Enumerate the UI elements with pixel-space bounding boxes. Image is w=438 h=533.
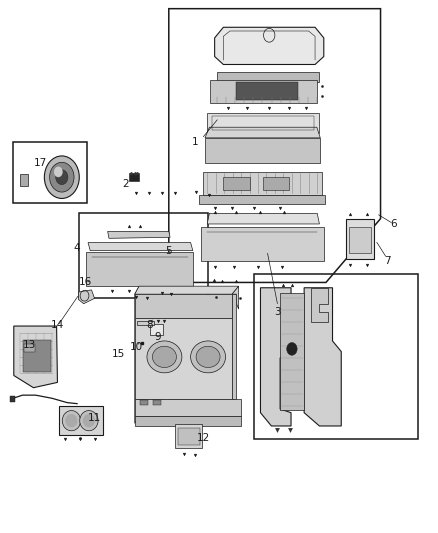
Polygon shape: [86, 252, 193, 286]
Bar: [349, 227, 371, 253]
Ellipse shape: [152, 346, 177, 368]
Text: 10: 10: [130, 342, 143, 352]
Polygon shape: [201, 227, 324, 261]
Polygon shape: [135, 286, 239, 294]
Polygon shape: [135, 318, 232, 399]
Text: 1: 1: [192, 136, 198, 147]
Text: 4: 4: [74, 243, 81, 253]
Text: 2: 2: [122, 179, 128, 189]
Polygon shape: [135, 294, 232, 318]
Polygon shape: [135, 286, 139, 423]
Polygon shape: [210, 80, 317, 103]
Polygon shape: [199, 195, 325, 204]
Bar: [175, 424, 202, 448]
Ellipse shape: [65, 414, 78, 427]
Bar: [254, 274, 418, 439]
Ellipse shape: [62, 410, 81, 431]
Circle shape: [56, 169, 68, 184]
Bar: [24, 344, 35, 352]
Bar: [140, 400, 148, 405]
Polygon shape: [280, 293, 304, 410]
Polygon shape: [215, 27, 324, 64]
Text: 6: 6: [390, 219, 397, 229]
Polygon shape: [108, 231, 170, 238]
Ellipse shape: [147, 341, 182, 373]
Polygon shape: [311, 288, 328, 322]
Text: 12: 12: [197, 433, 210, 443]
Bar: [346, 219, 374, 259]
Bar: [20, 174, 28, 185]
Circle shape: [287, 343, 297, 356]
Bar: [59, 406, 103, 435]
Text: 14: 14: [51, 320, 64, 330]
Text: 9: 9: [155, 332, 161, 342]
Ellipse shape: [196, 346, 220, 368]
Bar: [11, 396, 14, 401]
Polygon shape: [205, 127, 320, 138]
Polygon shape: [304, 288, 341, 426]
Polygon shape: [217, 72, 319, 82]
Circle shape: [49, 163, 74, 192]
Text: 3: 3: [275, 306, 281, 317]
Circle shape: [54, 166, 63, 177]
Polygon shape: [135, 399, 241, 416]
Text: 11: 11: [88, 413, 101, 423]
Polygon shape: [207, 213, 319, 224]
Polygon shape: [261, 288, 291, 426]
Bar: [263, 177, 289, 190]
Text: 8: 8: [146, 320, 152, 330]
Bar: [150, 324, 163, 335]
Circle shape: [44, 156, 79, 198]
Bar: [22, 340, 51, 372]
Polygon shape: [88, 243, 193, 251]
Polygon shape: [237, 82, 297, 100]
Polygon shape: [232, 294, 237, 399]
Text: 7: 7: [384, 256, 390, 266]
Text: 13: 13: [22, 340, 36, 350]
Bar: [223, 177, 250, 190]
Text: 15: 15: [112, 349, 125, 359]
Text: 17: 17: [33, 158, 46, 168]
Bar: [137, 321, 154, 325]
Polygon shape: [203, 172, 321, 195]
Polygon shape: [135, 416, 241, 426]
Polygon shape: [14, 326, 57, 387]
Polygon shape: [78, 290, 95, 304]
Bar: [130, 173, 139, 181]
Ellipse shape: [83, 414, 95, 427]
Polygon shape: [207, 114, 319, 133]
Bar: [13, 142, 87, 203]
Ellipse shape: [80, 410, 98, 431]
Polygon shape: [205, 138, 320, 163]
Bar: [79, 213, 208, 298]
Ellipse shape: [191, 341, 226, 373]
Bar: [178, 427, 200, 445]
Text: 5: 5: [166, 246, 172, 255]
Text: 16: 16: [78, 278, 92, 287]
Bar: [152, 400, 161, 405]
Polygon shape: [232, 286, 239, 309]
